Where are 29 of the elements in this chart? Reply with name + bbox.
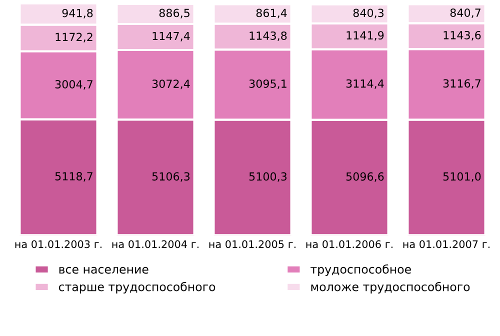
x-tick-label: на 01.01.2004 г. xyxy=(112,240,198,248)
data-label: 941,8 xyxy=(62,8,93,18)
data-label: 840,7 xyxy=(450,8,480,18)
legend-label: моложе трудоспособного xyxy=(311,282,470,294)
data-label: 840,3 xyxy=(353,8,384,18)
data-label: 1141,9 xyxy=(346,31,384,41)
data-label: 1143,6 xyxy=(444,30,481,41)
data-label: 5096,6 xyxy=(346,172,384,182)
data-label: 3095,1 xyxy=(249,79,286,90)
x-tick-label: на 01.01.2007 г. xyxy=(403,240,490,248)
legend-label: старше трудоспособного xyxy=(58,282,216,294)
x-tick-label: на 01.01.2003 г. xyxy=(15,240,102,248)
data-label: 3004,7 xyxy=(55,80,92,90)
data-label: 1147,4 xyxy=(152,32,190,42)
data-label: 3116,7 xyxy=(443,79,480,89)
data-label: 1143,8 xyxy=(250,31,287,42)
data-label: 3114,4 xyxy=(346,79,384,89)
data-label: 5101,0 xyxy=(443,172,481,182)
data-label: 861,4 xyxy=(256,8,287,18)
legend-label: все население xyxy=(59,266,148,274)
data-label: 1172,2 xyxy=(56,32,92,42)
data-label: 5100,3 xyxy=(249,172,287,182)
data-label: 5106,3 xyxy=(152,172,190,182)
x-tick-label: на 01.01.2005 г. xyxy=(209,240,296,248)
data-label: 5118,7 xyxy=(55,172,92,182)
data-label: 886,5 xyxy=(159,8,190,18)
data-label: 3072,4 xyxy=(152,80,190,90)
legend-label: трудоспособное xyxy=(310,264,411,276)
x-tick-label: на 01.01.2006 г. xyxy=(306,240,392,248)
